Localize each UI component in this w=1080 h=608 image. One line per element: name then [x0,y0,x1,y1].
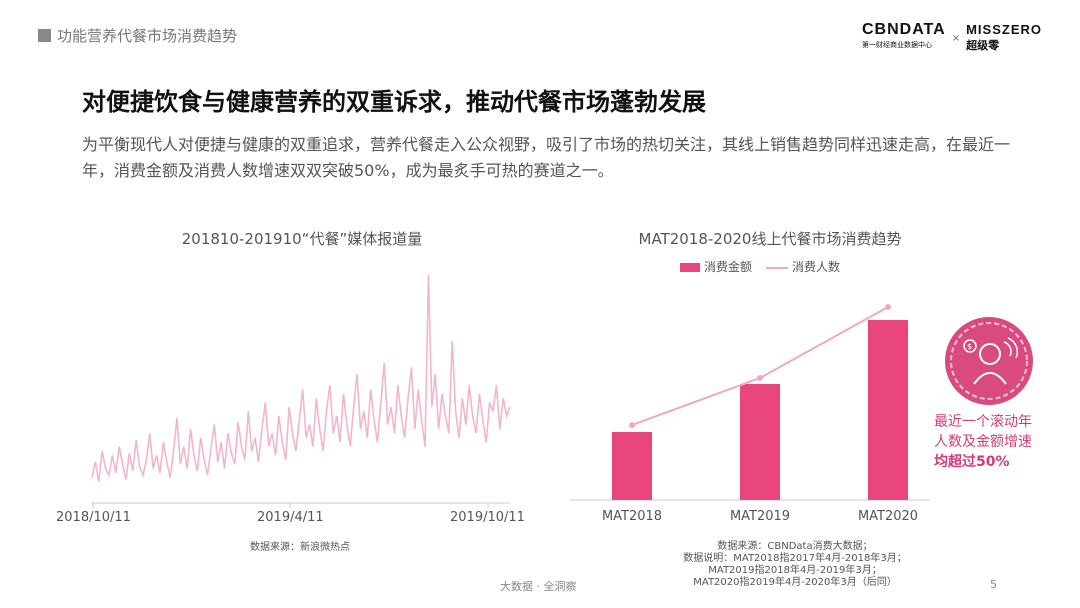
logo: CBNDATA 第一财经商业数据中心 × MISSZERO 超级零 [862,22,1042,54]
bar [868,320,908,500]
footer-text: 大数据 · 全洞察 [500,580,577,593]
x-tick-label: MAT2020 [858,509,918,524]
media-coverage-chart [91,274,511,508]
x-tick: 2019/4/11 [257,510,324,525]
svg-text:$: $ [967,342,972,351]
section-text: 功能营养代餐市场消费趋势 [57,27,238,45]
x-tick-label: MAT2019 [730,509,790,524]
line-point [757,375,763,381]
chart2-title: MAT2018-2020线上代餐市场消费趋势 [638,230,902,248]
bar [612,432,652,500]
callout-line: 人数及金额增速 [934,434,1032,450]
x-tick-label: MAT2018 [602,509,662,524]
callout-line: 最近一个滚动年 [934,414,1032,430]
line-point [629,422,635,428]
callout-line: 均超过50% [934,454,1010,470]
page-number: 5 [990,578,997,591]
line-point [885,304,891,310]
chart2-source: 数据来源：CBNData消费大数据； 数据说明：MAT2018指2017年4月-… [640,541,950,589]
partner-logo: MISSZERO 超级零 [966,22,1042,54]
legend-bar: 消费金额 [680,258,752,275]
consumer-icon: $ [945,317,1033,405]
x-tick: 2018/10/11 [56,510,131,525]
x-tick: 2019/10/11 [450,510,525,525]
logo-x: × [951,32,961,44]
source-line: 数据来源：CBNData消费大数据； [717,541,873,552]
chart1-source: 数据来源：新浪微热点 [250,542,350,553]
legend-label: 消费人数 [792,260,841,274]
logo-main: CBNDATA [861,21,946,38]
consumption-chart: MAT2018 MAT2019 MAT2020 [570,304,930,524]
callout: 最近一个滚动年 人数及金额增速 均超过50% [934,412,1032,472]
legend-line: 消费人数 [766,258,840,275]
source-line: MAT2019指2018年4月-2019年3月； [708,565,882,576]
section-label: 功能营养代餐市场消费趋势 [38,25,237,46]
source-line: MAT2020指2019年4月-2020年3月（后同） [693,577,897,588]
cbndata-logo: CBNDATA 第一财经商业数据中心 [862,22,946,54]
legend-label: 消费金额 [704,260,753,274]
bar [740,384,780,500]
description: 为平衡现代人对便捷与健康的双重追求，营养代餐走入公众视野，吸引了市场的热切关注，… [82,135,1011,180]
page-title: 对便捷饮食与健康营养的双重诉求，推动代餐市场蓬勃发展 [82,88,706,116]
logo-sub: 第一财经商业数据中心 [861,42,932,49]
chart1-title: 201810-201910“代餐”媒体报道量 [181,230,423,248]
partner-sub: 超级零 [966,40,1000,52]
legend: 消费金额 消费人数 [680,258,840,275]
partner-main: MISSZERO [966,22,1042,37]
section-marker [38,29,51,42]
source-line: 数据说明：MAT2018指2017年4月-2018年3月； [683,553,907,564]
series-line [91,274,511,482]
